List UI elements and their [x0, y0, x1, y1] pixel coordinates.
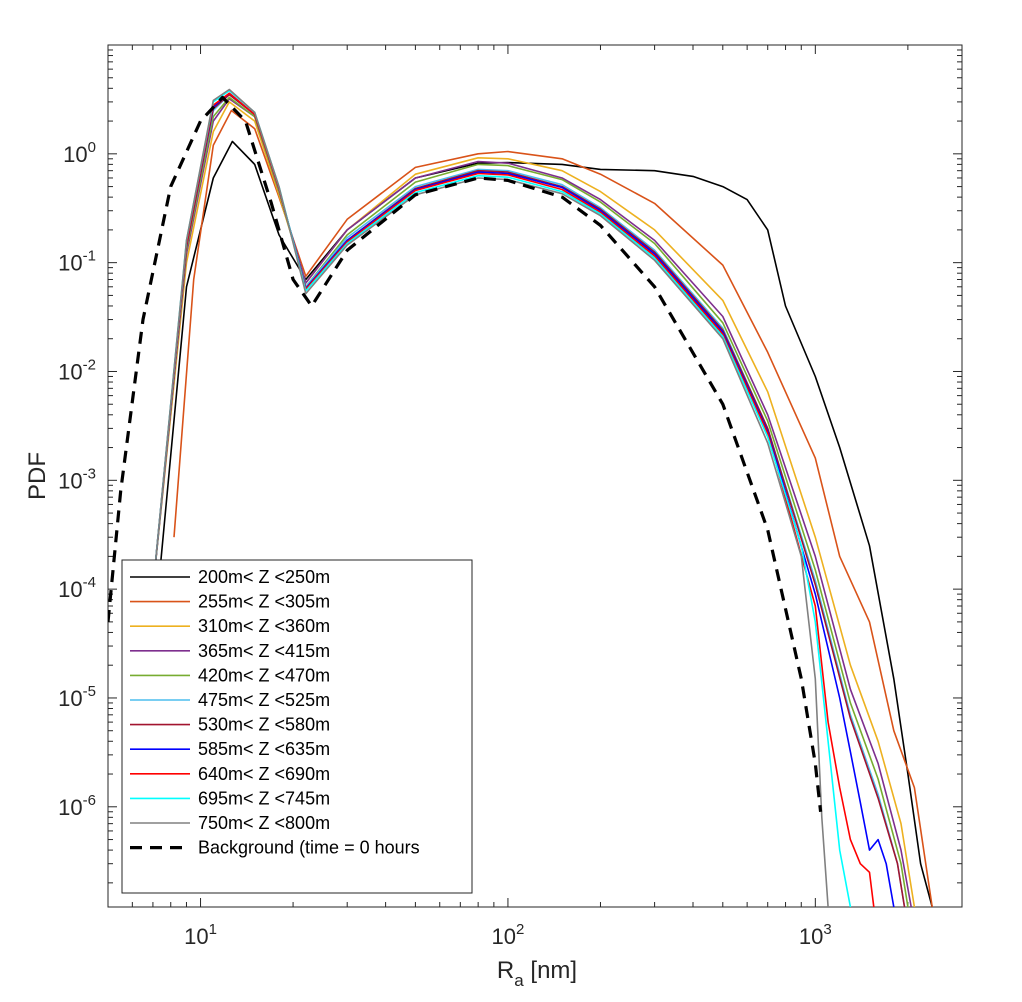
- legend-label: 530m< Z <580m: [198, 715, 330, 735]
- y-axis-title: PDF: [24, 452, 51, 500]
- y-tick-label-exponent: 0: [88, 139, 96, 156]
- legend-label: 365m< Z <415m: [198, 641, 330, 661]
- y-tick-label-base: 10: [58, 577, 82, 602]
- x-tick-label: 103: [799, 921, 832, 949]
- x-tick-label-base: 10: [492, 924, 516, 949]
- series-line-9: [152, 92, 875, 907]
- legend-label: 750m< Z <800m: [198, 813, 330, 833]
- y-tick-label-base: 10: [58, 795, 82, 820]
- y-tick-label: 10-2: [58, 356, 96, 384]
- x-tick-label-base: 10: [184, 924, 208, 949]
- y-tick-label: 10-3: [58, 465, 96, 493]
- y-tick-label-base: 10: [58, 468, 82, 493]
- y-tick-label: 10-6: [58, 792, 96, 820]
- y-tick-label-base: 10: [58, 359, 82, 384]
- series-line-12: [108, 95, 823, 812]
- y-tick-label-base: 10: [63, 142, 87, 167]
- legend-label: 585m< Z <635m: [198, 739, 330, 759]
- x-tick-label: 101: [184, 921, 217, 949]
- legend-label: 310m< Z <360m: [198, 616, 330, 636]
- x-tick-label-exponent: 1: [209, 921, 217, 938]
- y-tick-label-exponent: -2: [83, 356, 96, 373]
- y-tick-label-base: 10: [58, 686, 82, 711]
- legend-label: 640m< Z <690m: [198, 764, 330, 784]
- series-line-2: [173, 109, 933, 907]
- axis-ticks: [107, 44, 963, 907]
- y-tick-label: 10-1: [58, 248, 96, 276]
- x-tick-label-exponent: 3: [823, 921, 831, 938]
- legend-label: 255m< Z <305m: [198, 592, 330, 612]
- x-tick-label-exponent: 2: [516, 921, 524, 938]
- legend: 200m< Z <250m 255m< Z <305m 310m< Z <360m 3…: [121, 559, 473, 894]
- legend-box: [121, 559, 473, 894]
- y-tick-label-exponent: -5: [83, 683, 96, 700]
- y-tick-label-exponent: -3: [83, 465, 96, 482]
- x-axis-title-unit: [nm]: [524, 957, 577, 984]
- y-tick-label-exponent: -1: [83, 248, 96, 265]
- y-tick-label-base: 10: [58, 251, 82, 276]
- x-tick-label-base: 10: [799, 924, 823, 949]
- x-axis-title-subscript: a: [514, 971, 524, 990]
- legend-label: Background (time = 0 hours: [198, 838, 420, 858]
- legend-label: 420m< Z <470m: [198, 665, 330, 685]
- series-line-5: [152, 96, 909, 907]
- x-axis-title-main: R: [497, 957, 514, 984]
- legend-label: 475m< Z <525m: [198, 690, 330, 710]
- y-tick-label: 10-4: [58, 574, 96, 602]
- y-tick-label: 10-5: [58, 683, 96, 711]
- series-line-1: [152, 140, 933, 907]
- y-tick-label-exponent: -6: [83, 792, 96, 809]
- x-tick-label: 102: [492, 921, 525, 949]
- y-tick-label: 100: [63, 139, 96, 167]
- series-layer: [108, 88, 933, 907]
- legend-label: 200m< Z <250m: [198, 567, 330, 587]
- legend-label: 695m< Z <745m: [198, 788, 330, 808]
- series-line-3: [152, 101, 916, 907]
- y-tick-label-exponent: -4: [83, 574, 96, 591]
- x-axis-title: Ra [nm]: [497, 957, 577, 990]
